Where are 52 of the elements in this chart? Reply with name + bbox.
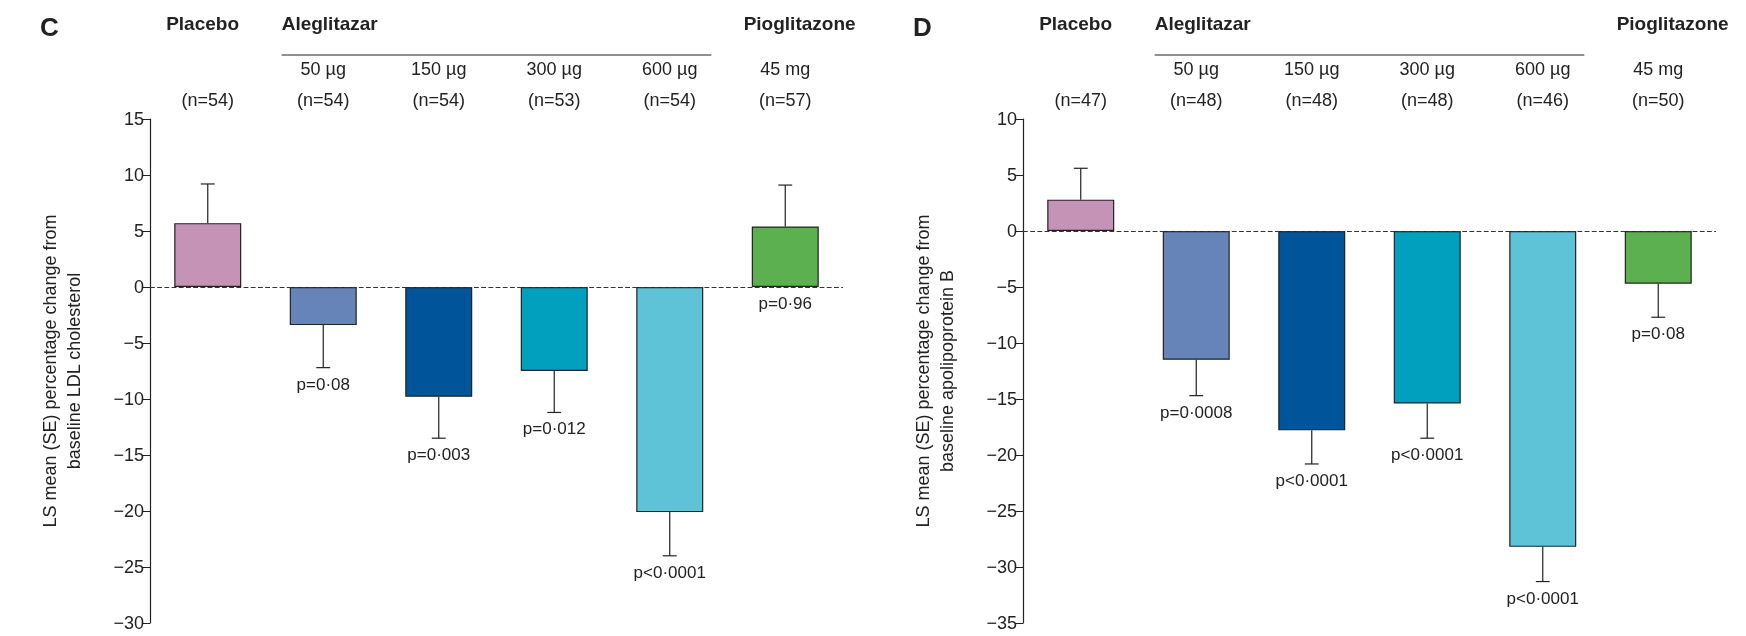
data-label: p=0·08 (296, 374, 350, 394)
x-tick-label: 50 µg (n=48) (1169, 58, 1223, 110)
x-tick-label: 150 µg (n=54) (411, 58, 467, 110)
y-tick-label: 10 (996, 109, 1017, 129)
y-tick-label: −10 (113, 389, 144, 409)
data-label: p<0·0001 (633, 562, 706, 582)
data-label: p<0·0001 (1391, 445, 1464, 465)
text: Aleglitazar (1154, 13, 1252, 34)
x-tick-label: 50 µg (n=54) (296, 58, 350, 110)
chart-title: C (40, 12, 59, 42)
x-tick-label: 45 mg (n=57) (758, 58, 812, 110)
x-tick-label: (n=47) (1054, 89, 1108, 110)
data-label: p=0·08 (1631, 324, 1685, 344)
y-tick-label: −25 (113, 557, 144, 577)
text: Placebo (1039, 13, 1113, 34)
x-tick-label: (n=54) (181, 89, 235, 110)
y-tick-label: 0 (133, 277, 144, 297)
text: Placebo (166, 13, 240, 34)
y-tick-label: 10 (123, 165, 144, 185)
x-tick-label: 600 µg (n=46) (1515, 58, 1571, 110)
y-tick-label: −10 (986, 333, 1017, 353)
text: Aleglitazar (281, 13, 379, 34)
y-axis-title: LS mean (SE) percentage change from baseline apolipoprotein B (913, 214, 957, 528)
y-tick-label: 0 (1006, 221, 1017, 241)
y-tick-label: −5 (996, 277, 1017, 297)
data-label: p=0·96 (758, 294, 812, 313)
x-tick-label: 300 µg (n=53) (526, 58, 582, 110)
y-tick-label: −25 (986, 501, 1017, 521)
x-tick-label: 150 µg (n=48) (1284, 58, 1340, 110)
x-tick-label: 300 µg (n=48) (1399, 58, 1455, 110)
y-tick-label: −30 (986, 557, 1017, 577)
text: Pioglitazone (743, 13, 856, 34)
y-tick-label: 15 (123, 109, 144, 129)
x-tick-label: 600 µg (n=54) (642, 58, 698, 110)
data-label: p=0·003 (407, 445, 471, 465)
y-tick-label: −20 (986, 445, 1017, 465)
y-tick-label: 5 (133, 221, 144, 241)
y-tick-label: −5 (123, 333, 144, 353)
y-tick-label: −30 (113, 613, 144, 633)
y-tick-label: −15 (986, 389, 1017, 409)
data-label: p=0·0008 (1160, 402, 1233, 422)
y-tick-label: 5 (1006, 165, 1017, 185)
y-tick-label: −35 (986, 613, 1017, 633)
y-tick-label: −15 (113, 445, 144, 465)
data-label: p<0·0001 (1275, 470, 1348, 490)
chart-title: D (913, 12, 932, 42)
data-label: p=0·012 (522, 419, 586, 439)
text: Pioglitazone (1616, 13, 1729, 34)
y-axis-title: LS mean (SE) percentage change from baseline LDL cholesterol (40, 214, 84, 528)
data-label: p<0·0001 (1506, 588, 1579, 608)
x-tick-label: 45 mg (n=50) (1631, 58, 1685, 110)
y-tick-label: −20 (113, 501, 144, 521)
